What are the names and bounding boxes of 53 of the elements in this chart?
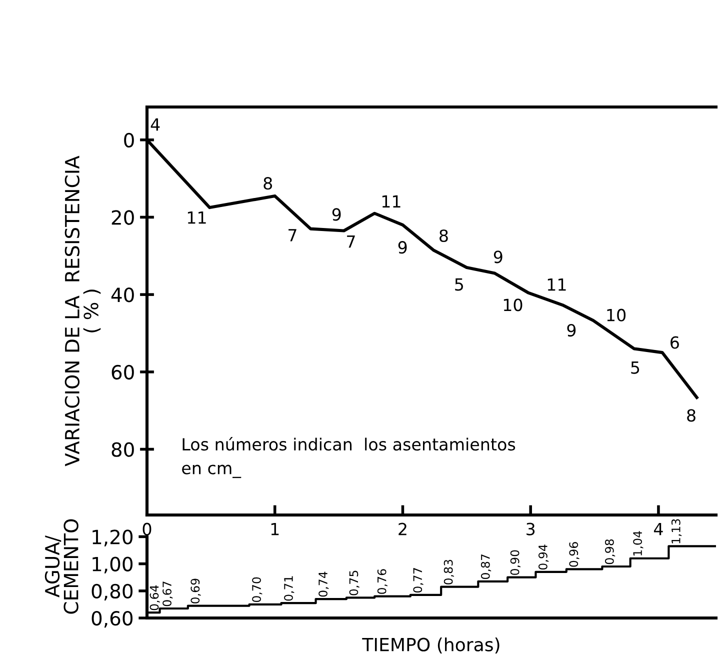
annotation: 8 (264, 177, 272, 190)
y-tick-label: 60 (112, 364, 134, 380)
y-tick-label: 1,20 (92, 530, 133, 546)
annotation: 11 (548, 278, 566, 291)
data-label: 1,13 (671, 519, 682, 544)
data-label: 0,64 (150, 585, 160, 610)
annotation: 9 (332, 208, 341, 221)
x-axis-title: TIEMPO (horas) (362, 637, 500, 654)
annotation: 10 (504, 298, 522, 312)
data-label: 0,90 (510, 550, 520, 575)
annotation: 9 (494, 250, 502, 264)
data-label: 0,69 (190, 578, 201, 604)
data-label: 0,94 (538, 544, 549, 570)
annotation: Los números indican los asentamientos en cm_ (182, 437, 516, 478)
y-axis-title: AGUA/ CEMENTO (44, 519, 78, 614)
annotation: 10 (607, 308, 626, 322)
annotation: 8 (687, 409, 696, 422)
data-label: 0,87 (480, 554, 492, 580)
data-label: 0,83 (444, 560, 454, 584)
x-tick-label: 3 (526, 522, 535, 536)
y-tick-label: 80 (112, 442, 134, 457)
y-tick-label: 1,00 (92, 556, 133, 574)
annotation: 11 (188, 211, 206, 224)
y-tick-label: 0,80 (92, 584, 133, 601)
annotation: 9 (567, 324, 576, 337)
annotation: 5 (631, 362, 640, 374)
data-label: 0,71 (284, 576, 294, 601)
y-tick-label: 0 (124, 132, 134, 148)
data-label: 0,96 (569, 542, 580, 567)
x-tick-label: 4 (654, 522, 663, 536)
annotation: 5 (455, 278, 463, 291)
data-label: 1,04 (633, 531, 644, 556)
data-label: 0,75 (349, 570, 360, 596)
y-tick-label: 40 (111, 288, 134, 302)
annotation: 8 (440, 229, 448, 242)
data-label: 0,74 (318, 572, 329, 597)
y-tick-label: 0,60 (92, 610, 133, 628)
annotation: 7 (347, 235, 355, 248)
x-tick-label: 2 (398, 522, 406, 536)
annotation: 4 (150, 118, 160, 131)
x-tick-label: 1 (271, 522, 279, 536)
annotation: 11 (382, 195, 400, 208)
x-tick-label: 0 (142, 522, 152, 536)
annotation: 6 (670, 336, 679, 349)
data-label: 0,98 (604, 539, 616, 564)
annotation: 7 (288, 229, 296, 242)
data-label: 0,76 (377, 569, 388, 594)
data-label: 0,77 (413, 568, 424, 593)
y-tick-label: 20 (112, 210, 134, 225)
y-axis-title: VARIACION DE LA RESISTENCIA ( % ) (64, 156, 101, 466)
annotation: 9 (398, 241, 407, 254)
data-label: 0,70 (252, 577, 262, 602)
data-label: 0,67 (162, 582, 173, 606)
